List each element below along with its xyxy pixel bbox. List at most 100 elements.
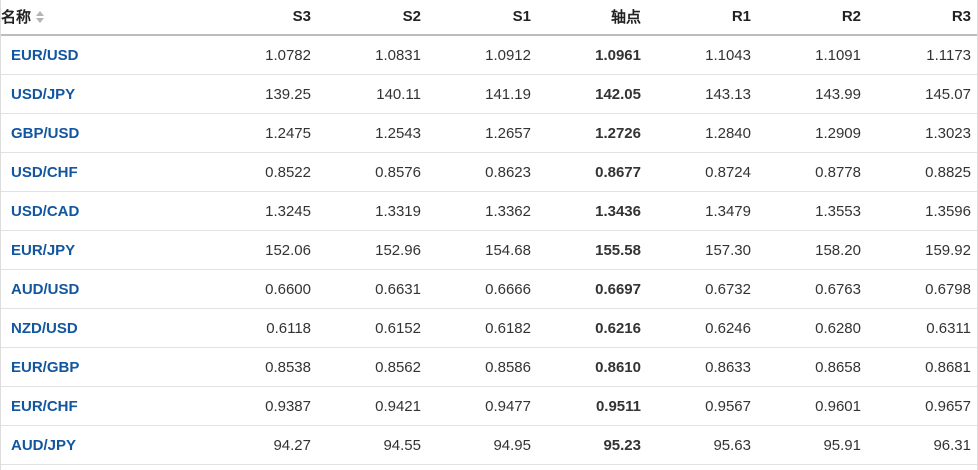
cell-r1: 1.1043	[647, 35, 757, 75]
cell-r1: 0.6732	[647, 269, 757, 309]
column-header-label: S2	[402, 7, 421, 25]
column-header-label: R3	[951, 7, 971, 25]
table-row: USD/JPY 139.25 140.11 141.19 142.05 143.13 143…	[1, 74, 977, 114]
cell-instrument-name: EUR/JPY	[1, 230, 207, 270]
cell-s1: 1.2657	[427, 113, 537, 153]
instrument-link[interactable]: EUR/GBP	[11, 358, 80, 376]
cell-r2: 1.1091	[757, 35, 867, 75]
cell-instrument-name: USD/CHF	[1, 152, 207, 192]
cell-s2: 140.11	[317, 74, 427, 114]
cell-s2: 94.55	[317, 425, 427, 465]
cell-r3: 0.9657	[867, 386, 977, 426]
table-row: AUD/USD 0.6600 0.6631 0.6666 0.6697 0.6732 0.6…	[1, 269, 977, 309]
cell-r2: 1.2909	[757, 113, 867, 153]
cell-instrument-name: EUR/CHF	[1, 386, 207, 426]
cell-pivot: 1.3436	[537, 191, 647, 231]
cell-instrument-name: AUD/JPY	[1, 425, 207, 465]
cell-r2: 0.8658	[757, 347, 867, 387]
column-header-label: S3	[292, 7, 311, 25]
column-header-label: S1	[512, 7, 531, 25]
cell-pivot: 0.6216	[537, 308, 647, 348]
cell-pivot: 0.8677	[537, 152, 647, 192]
cell-pivot: 1.2726	[537, 113, 647, 153]
table-row: GBP/USD 1.2475 1.2543 1.2657 1.2726 1.2840 1.2…	[1, 113, 977, 153]
cell-instrument-name: EUR/USD	[1, 35, 207, 75]
cell-r2: 158.20	[757, 230, 867, 270]
cell-pivot: 1.0961	[537, 35, 647, 75]
cell-s2: 1.3319	[317, 191, 427, 231]
cell-r1: 0.8724	[647, 152, 757, 192]
cell-s3: 0.6600	[207, 269, 317, 309]
cell-pivot: 155.58	[537, 230, 647, 270]
cell-s1: 94.95	[427, 425, 537, 465]
instrument-link[interactable]: AUD/USD	[11, 280, 80, 298]
table-header-row: 名称 S3 S2 S1 轴点 R1 R2 R3	[1, 0, 977, 36]
table-row: USD/CHF 0.8522 0.8576 0.8623 0.8677 0.8724 0.8…	[1, 152, 977, 192]
cell-s3: 0.6118	[207, 308, 317, 348]
cell-r2: 1.3553	[757, 191, 867, 231]
instrument-link[interactable]: USD/JPY	[11, 85, 76, 103]
cell-s1: 1.3362	[427, 191, 537, 231]
instrument-link[interactable]: USD/CHF	[11, 163, 78, 181]
cell-instrument-name: AUD/USD	[1, 269, 207, 309]
table-row: EUR/JPY 152.06 152.96 154.68 155.58 157.30 158…	[1, 230, 977, 270]
cell-r3: 0.8681	[867, 347, 977, 387]
cell-s2: 0.6152	[317, 308, 427, 348]
cell-s1: 0.8586	[427, 347, 537, 387]
instrument-link[interactable]: USD/CAD	[11, 202, 80, 220]
cell-r1: 182.84	[647, 464, 757, 470]
cell-r1: 157.30	[647, 230, 757, 270]
column-header-label: 轴点	[610, 8, 641, 26]
cell-r2: 143.99	[757, 74, 867, 114]
cell-r3: 0.6798	[867, 269, 977, 309]
instrument-link[interactable]: GBP/USD	[11, 124, 80, 142]
cell-s3: 152.06	[207, 230, 317, 270]
instrument-link[interactable]: EUR/USD	[11, 46, 79, 64]
cell-pivot: 0.8610	[537, 347, 647, 387]
cell-instrument-name: NZD/USD	[1, 308, 207, 348]
cell-s1: 1.0912	[427, 35, 537, 75]
cell-pivot: 95.23	[537, 425, 647, 465]
column-header-r1: R1	[647, 0, 757, 36]
cell-instrument-name: EUR/GBP	[1, 347, 207, 387]
cell-s2: 1.0831	[317, 35, 427, 75]
column-header-s3: S3	[207, 0, 317, 36]
table-row: GBP/JPY176.02177.18179.43180.59182.84184…	[1, 464, 977, 470]
table-row: NZD/USD 0.6118 0.6152 0.6182 0.6216 0.6246 0.6…	[1, 308, 977, 348]
cell-s3: 94.27	[207, 425, 317, 465]
cell-r3: 145.07	[867, 74, 977, 114]
cell-r3: 186.25	[867, 464, 977, 470]
cell-r3: 96.31	[867, 425, 977, 465]
instrument-link[interactable]: EUR/CHF	[11, 397, 78, 415]
column-header-label: R2	[841, 7, 861, 25]
cell-s3: 1.3245	[207, 191, 317, 231]
cell-r3: 0.6311	[867, 308, 977, 348]
cell-s1: 0.6182	[427, 308, 537, 348]
cell-instrument-name: GBP/USD	[1, 113, 207, 153]
cell-pivot: 0.9511	[537, 386, 647, 426]
cell-pivot: 142.05	[537, 74, 647, 114]
cell-s1: 154.68	[427, 230, 537, 270]
cell-s1: 0.6666	[427, 269, 537, 309]
column-header-name[interactable]: 名称	[1, 0, 207, 36]
table-body: EUR/USD 1.0782 1.0831 1.0912 1.0961 1.1043 1.1…	[1, 35, 977, 470]
cell-r2: 95.91	[757, 425, 867, 465]
cell-s2: 0.9421	[317, 386, 427, 426]
instrument-link[interactable]: EUR/JPY	[11, 241, 76, 259]
cell-s3: 0.9387	[207, 386, 317, 426]
instrument-link[interactable]: AUD/JPY	[11, 436, 77, 454]
column-header-pivot: 轴点	[537, 0, 647, 36]
cell-pivot: 180.59	[537, 464, 647, 470]
instrument-link[interactable]: NZD/USD	[11, 319, 78, 337]
cell-s2: 177.18	[317, 464, 427, 470]
sort-updown-icon[interactable]	[36, 11, 45, 23]
column-header-s1: S1	[427, 0, 537, 36]
cell-s2: 0.8576	[317, 152, 427, 192]
table-row: USD/CAD 1.3245 1.3319 1.3362 1.3436 1.3479 1.3…	[1, 191, 977, 231]
cell-r1: 0.6246	[647, 308, 757, 348]
cell-s1: 0.8623	[427, 152, 537, 192]
cell-r3: 1.3023	[867, 113, 977, 153]
cell-r2: 0.8778	[757, 152, 867, 192]
